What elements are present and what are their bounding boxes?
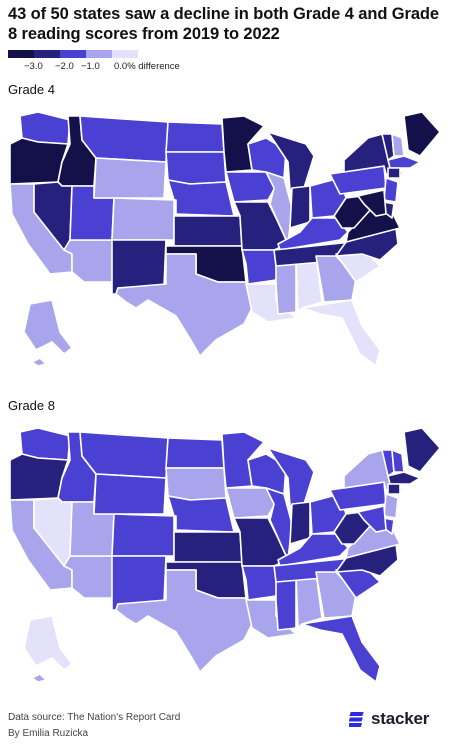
chart-title: 43 of 50 states saw a decline in both Gr…	[8, 5, 439, 43]
state-ct	[387, 167, 401, 179]
grade8-map	[9, 427, 441, 682]
state-me	[403, 111, 441, 157]
grade4-label: Grade 4	[8, 82, 55, 97]
legend-swatch	[112, 50, 138, 58]
state-ct	[387, 483, 401, 495]
state-ar	[241, 249, 279, 285]
byline: By Emilia Ruzicka	[8, 728, 89, 739]
logo-text: stacker	[371, 709, 430, 728]
state-il	[265, 487, 293, 561]
state-ak	[23, 299, 73, 355]
legend-swatches	[8, 50, 138, 58]
state-in	[289, 185, 311, 229]
state-sd	[165, 467, 227, 501]
state-ma	[387, 471, 421, 485]
state-mt	[79, 431, 169, 479]
state-tx	[115, 253, 253, 357]
state-fl	[301, 299, 381, 366]
state-ar	[241, 565, 279, 601]
state-wy	[93, 473, 167, 515]
state-wy	[93, 157, 167, 199]
legend-swatch	[86, 50, 112, 58]
state-ne	[167, 495, 235, 533]
state-tx	[115, 569, 253, 673]
state-in	[289, 501, 311, 545]
state-ks	[173, 531, 243, 563]
state-nj	[383, 493, 399, 519]
grade4-map	[9, 111, 441, 366]
state-nd	[165, 437, 225, 469]
state-mt	[79, 115, 169, 163]
legend-label: −2.0	[55, 61, 74, 72]
stacker-stripes-icon	[349, 711, 364, 727]
state-ak	[23, 615, 73, 671]
legend-label: −1.0	[81, 61, 100, 72]
stacker-logo: stacker	[349, 709, 429, 729]
state-sd	[165, 151, 227, 185]
legend-swatch	[34, 50, 60, 58]
state-ks	[173, 215, 243, 247]
state-ma	[387, 155, 421, 169]
state-me	[403, 427, 441, 473]
state-hi	[31, 357, 47, 366]
legend-swatch	[8, 50, 34, 58]
legend-swatch	[60, 50, 86, 58]
state-nd	[165, 121, 225, 153]
legend-label: −3.0	[24, 61, 43, 72]
state-az	[63, 555, 117, 599]
color-legend: −3.0 −2.0 −1.0 0.0% difference	[8, 50, 308, 76]
state-hi	[31, 673, 47, 682]
state-co	[111, 513, 175, 557]
state-nh	[391, 133, 405, 157]
state-md	[357, 505, 387, 533]
state-ne	[167, 179, 235, 217]
state-il	[265, 171, 293, 245]
state-nj	[383, 177, 399, 203]
grade8-label: Grade 8	[8, 398, 55, 413]
state-nh	[391, 449, 405, 473]
legend-label: 0.0% difference	[114, 61, 180, 72]
state-az	[63, 239, 117, 283]
state-co	[111, 197, 175, 241]
state-fl	[301, 615, 381, 682]
state-md	[357, 189, 387, 217]
data-source: Data source: The Nation's Report Card	[8, 712, 181, 723]
